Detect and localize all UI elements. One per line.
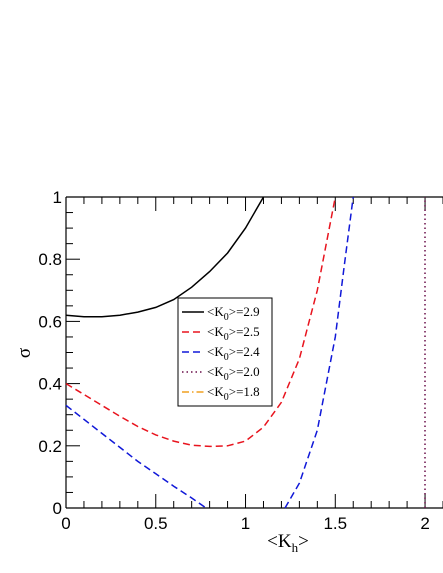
y-tick-label: 1	[53, 188, 62, 207]
series-layer	[65, 196, 426, 509]
series-line-2.4	[284, 196, 354, 509]
series-line-2.5	[65, 196, 337, 448]
legend-entry: <K0>=2.5	[207, 324, 260, 343]
y-tick-label: 0.4	[38, 375, 62, 394]
x-tick-label: 1	[241, 514, 250, 533]
x-tick-label: 0.5	[144, 514, 168, 533]
legend-entry: <K0>=2.9	[207, 304, 260, 323]
legend: <K0>=2.9<K0>=2.5<K0>=2.4<K0>=2.0<K0>=1.8	[177, 297, 273, 407]
x-tick-label: 2	[420, 514, 429, 533]
y-tick-label: 0.6	[38, 312, 62, 331]
series-line-2.9	[65, 196, 265, 318]
legend-entry: <K0>=2.4	[207, 344, 260, 363]
axis-labels: 0 0.5 1 1.5 2 0 0.2 0.4 0.6 0.8 1 <Kh> σ	[14, 188, 430, 555]
legend-entry: <K0>=1.8	[207, 384, 260, 403]
axes-frame	[65, 196, 443, 509]
x-tick-label: 1.5	[323, 514, 347, 533]
y-tick-label: 0.8	[38, 250, 62, 269]
x-axis-title: <Kh>	[267, 531, 309, 555]
legend-entry: <K0>=2.0	[207, 364, 260, 383]
y-tick-label: 0.2	[38, 437, 62, 456]
series-line-2.4	[65, 404, 207, 509]
y-tick-label: 0	[53, 499, 62, 518]
x-tick-label: 0	[61, 514, 70, 533]
y-axis-title: σ	[14, 348, 35, 358]
